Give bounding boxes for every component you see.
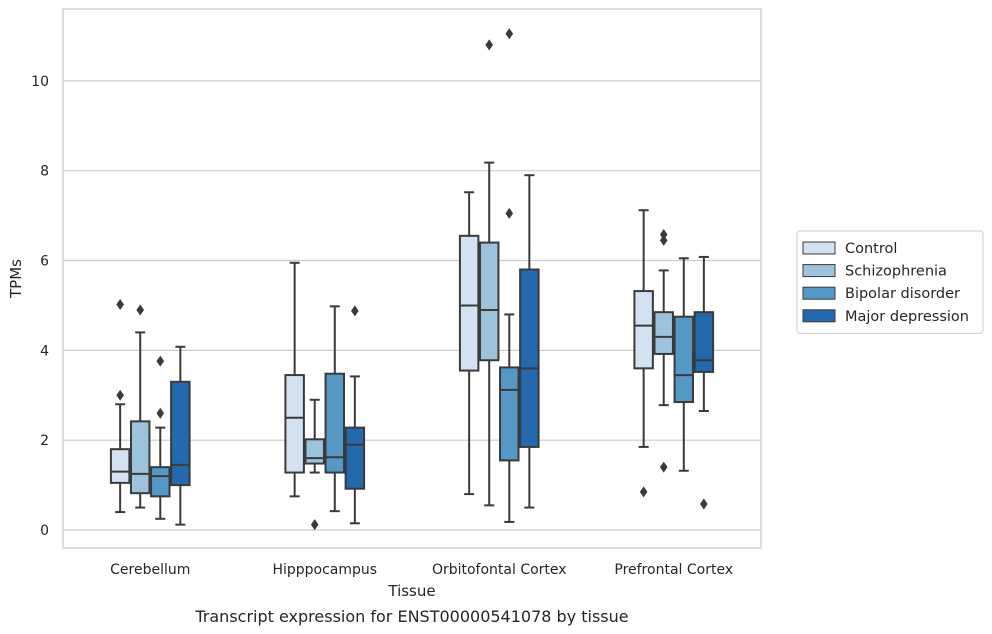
box	[673, 315, 695, 404]
legend-label: Major depression	[845, 309, 969, 325]
x-tick-label: Hipppocampus	[272, 562, 377, 578]
box-plot	[478, 39, 500, 507]
x-axis-title: Tissue	[387, 582, 435, 600]
box	[109, 448, 131, 484]
box	[693, 311, 715, 373]
box-plot	[693, 255, 715, 510]
box-plot	[129, 304, 151, 509]
outlier-point	[310, 519, 319, 531]
legend-swatch	[802, 309, 836, 323]
box-plot	[673, 257, 695, 472]
outlier-point	[351, 305, 359, 317]
outlier-point	[659, 234, 668, 246]
box	[170, 380, 191, 487]
outlier-point	[639, 486, 648, 498]
legend-swatch	[802, 286, 836, 300]
outlier-point	[700, 498, 708, 510]
y-tick-label: 0	[40, 523, 49, 539]
y-tick-label: 10	[31, 74, 49, 90]
box	[458, 234, 480, 372]
box	[478, 241, 500, 362]
plot-frame	[62, 8, 762, 549]
box-plot	[344, 305, 366, 525]
outlier-point	[156, 355, 165, 367]
box	[519, 268, 540, 448]
y-tick-label: 2	[40, 433, 49, 449]
box-plot	[324, 305, 346, 513]
box	[653, 311, 674, 355]
y-axis-title: TPMs	[7, 259, 25, 299]
legend: Control Schizophrenia Bipolar disorder Majo…	[796, 230, 984, 334]
outlier-point	[505, 28, 514, 40]
box	[129, 420, 151, 495]
box-plot	[170, 345, 191, 526]
y-tick-label: 6	[40, 254, 49, 270]
box-plot	[633, 209, 654, 498]
box-plot	[150, 355, 171, 520]
outlier-point	[116, 389, 124, 401]
box-plot	[304, 398, 325, 531]
box-plot	[519, 174, 540, 509]
outlier-point	[659, 461, 668, 473]
outlier-point	[116, 299, 124, 311]
box	[150, 466, 171, 498]
box-plot-area	[109, 28, 715, 531]
outlier-point	[505, 207, 514, 219]
outlier-point	[659, 228, 668, 240]
legend-label: Control	[845, 241, 897, 257]
x-tick-label: Prefrontal Cortex	[614, 562, 733, 578]
legend-label: Bipolar disorder	[845, 286, 960, 302]
box	[499, 366, 520, 462]
y-tick-label: 4	[40, 343, 49, 359]
box-plot	[499, 28, 520, 523]
x-tick-label: Cerebellum	[110, 562, 190, 578]
outlier-point	[485, 39, 494, 51]
box	[304, 438, 325, 465]
box-plot	[284, 261, 305, 498]
box	[324, 372, 346, 474]
legend-swatch	[802, 264, 836, 278]
x-tick-label: Orbitofontal Cortex	[432, 562, 567, 578]
outlier-point	[136, 304, 145, 316]
legend-swatch	[802, 241, 836, 255]
chart-caption: Transcript expression for ENST0000054107…	[194, 607, 628, 626]
grid-lines	[63, 80, 761, 531]
legend-label: Schizophrenia	[845, 264, 947, 280]
outlier-point	[156, 407, 165, 419]
y-axis-ticks: 0 2 4 6 8 10	[31, 74, 49, 539]
legend-frame	[796, 230, 984, 334]
box-plot	[109, 299, 131, 514]
box	[284, 374, 305, 474]
x-axis-ticks: Cerebellum Hipppocampus Orbitofontal Corte…	[110, 562, 733, 578]
box-plot	[458, 191, 480, 496]
box-plot	[653, 228, 674, 473]
y-tick-label: 8	[40, 164, 49, 180]
box	[344, 426, 366, 490]
box	[633, 290, 654, 370]
